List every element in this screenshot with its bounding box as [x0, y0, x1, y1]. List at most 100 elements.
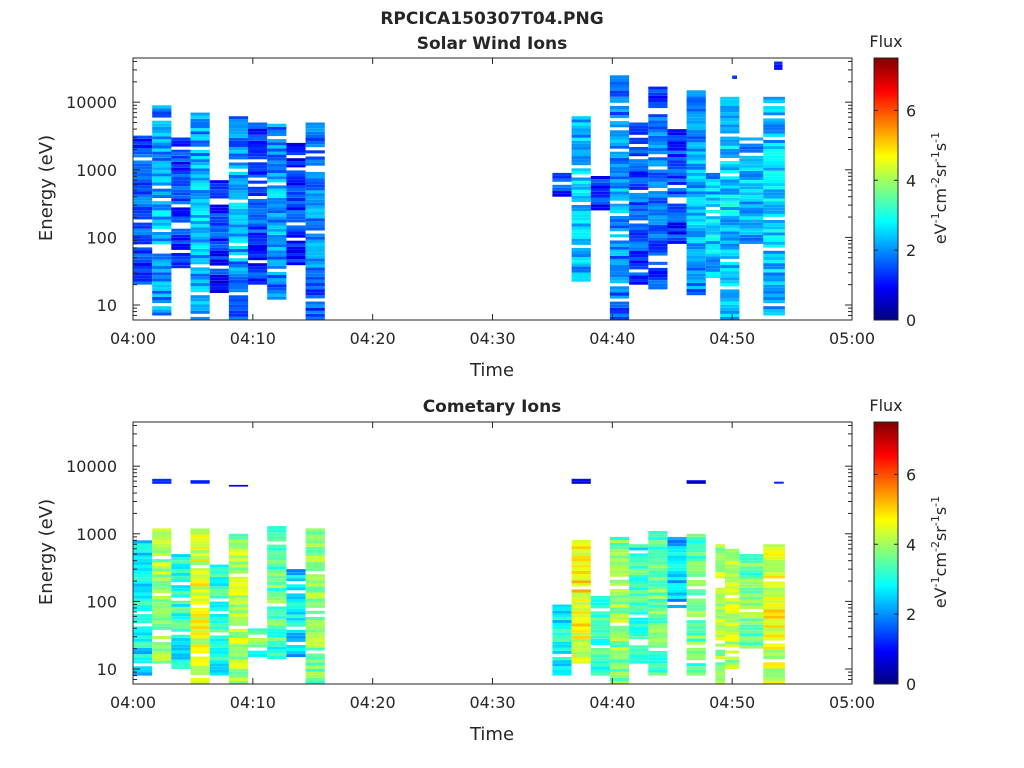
- flux-cell: [667, 240, 687, 244]
- flux-cell: [267, 594, 287, 598]
- flux-cell: [715, 572, 725, 576]
- flux-cell: [571, 558, 591, 562]
- flux-cell: [629, 281, 649, 285]
- flux-cell: [686, 227, 706, 231]
- flux-cell: [629, 168, 649, 172]
- flux-cell: [133, 262, 153, 266]
- flux-cell: [739, 167, 764, 171]
- flux-cell: [686, 197, 706, 201]
- flux-cell: [228, 174, 249, 178]
- flux-cell: [267, 612, 287, 616]
- flux-cell: [171, 216, 191, 220]
- flux-cell: [190, 251, 210, 255]
- flux-cell: [629, 556, 649, 560]
- flux-cell: [667, 595, 687, 599]
- flux-cell: [228, 140, 249, 144]
- flux-cell: [571, 247, 591, 251]
- flux-cell: [152, 596, 172, 600]
- flux-cell: [228, 619, 249, 623]
- flux-cell: [686, 482, 706, 484]
- flux-cell: [228, 221, 249, 225]
- flux-cell: [133, 135, 153, 139]
- flux-cell: [725, 570, 740, 574]
- flux-cell: [267, 287, 287, 291]
- flux-cell: [133, 281, 153, 285]
- flux-cell: [705, 244, 721, 248]
- flux-cell: [571, 604, 591, 608]
- flux-cell: [648, 243, 668, 247]
- colorbar-label: Flux: [869, 32, 902, 51]
- flux-cell: [667, 583, 687, 587]
- flux-cell: [648, 626, 668, 630]
- flux-cell: [725, 628, 740, 632]
- flux-cell: [152, 176, 172, 180]
- flux-cell: [763, 229, 785, 233]
- spectrogram-cells: [133, 478, 785, 684]
- flux-cell: [763, 130, 785, 134]
- flux-cell: [152, 580, 172, 584]
- flux-cell: [739, 584, 764, 588]
- y-tick-label: 100: [86, 592, 117, 611]
- flux-cell: [190, 619, 210, 623]
- flux-cell: [286, 638, 306, 642]
- flux-cell: [152, 157, 172, 161]
- flux-cell: [190, 586, 210, 590]
- flux-cell: [705, 225, 721, 229]
- flux-cell: [571, 251, 591, 255]
- panel-solar-wind: Solar Wind Ions 04:00 04:10 04:20 04:30 04:4…: [36, 32, 950, 381]
- flux-cell: [739, 621, 764, 625]
- flux-cell: [609, 139, 630, 143]
- flux-cell: [267, 197, 287, 201]
- flux-cell: [609, 592, 630, 596]
- flux-cell: [648, 206, 668, 210]
- flux-cell: [571, 645, 591, 649]
- flux-cell: [267, 652, 287, 656]
- flux-cell: [720, 99, 740, 103]
- flux-cell: [267, 262, 287, 266]
- flux-cell: [763, 192, 785, 196]
- flux-cell: [763, 562, 785, 566]
- x-tick-label: 05:00: [829, 693, 875, 712]
- flux-cell: [763, 637, 785, 641]
- flux-cell: [267, 557, 287, 561]
- flux-cell: [667, 536, 687, 540]
- flux-cell: [739, 198, 764, 202]
- flux-cell: [763, 223, 785, 227]
- flux-cell: [267, 173, 287, 177]
- flux-cell: [209, 219, 229, 223]
- flux-cell: [267, 649, 287, 653]
- flux-cell: [190, 583, 210, 587]
- flux-cell: [720, 246, 740, 250]
- flux-cell: [228, 536, 249, 540]
- flux-cell: [286, 651, 306, 654]
- flux-cell: [732, 75, 737, 79]
- flux-cell: [552, 632, 572, 636]
- flux-cell: [720, 136, 740, 140]
- flux-cell: [305, 218, 325, 222]
- flux-cell: [133, 657, 153, 661]
- flux-cell: [190, 304, 210, 308]
- flux-cell: [629, 559, 649, 563]
- flux-cell: [609, 616, 630, 620]
- flux-cell: [739, 161, 764, 165]
- flux-cell: [686, 654, 706, 658]
- flux-cell: [267, 213, 287, 217]
- flux-cell: [686, 589, 706, 593]
- flux-cell: [133, 275, 153, 279]
- flux-cell: [171, 231, 191, 235]
- flux-cell: [267, 154, 287, 158]
- flux-cell: [609, 598, 630, 602]
- flux-cell: [686, 641, 706, 645]
- flux-cell: [739, 192, 764, 196]
- flux-cell: [686, 635, 706, 639]
- flux-cell: [190, 186, 210, 190]
- flux-cell: [209, 570, 229, 574]
- flux-cell: [305, 632, 325, 636]
- flux-cell: [686, 136, 706, 140]
- flux-cell: [209, 601, 229, 605]
- flux-cell: [648, 151, 668, 155]
- flux-cell: [190, 616, 210, 620]
- flux-cell: [763, 226, 785, 230]
- flux-cell: [629, 263, 649, 267]
- flux-cell: [763, 220, 785, 224]
